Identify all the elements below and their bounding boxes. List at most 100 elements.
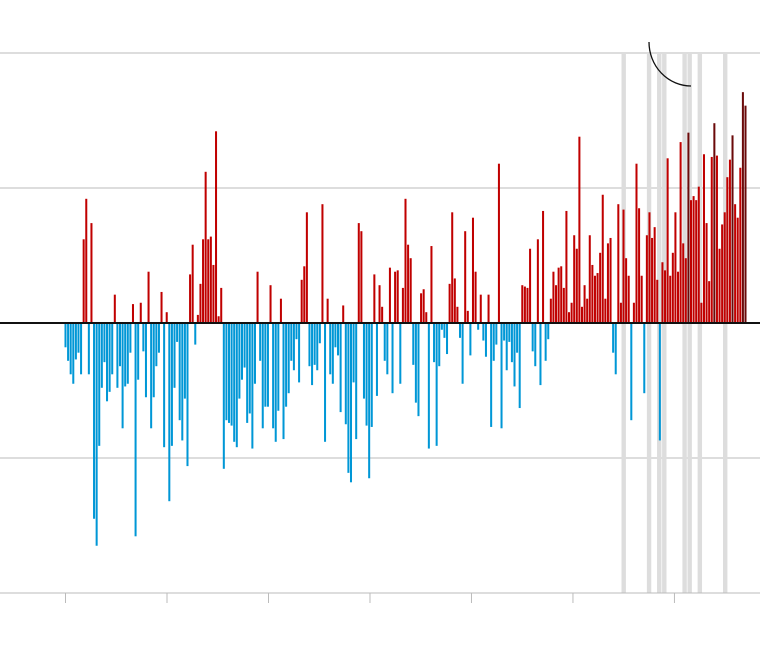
anomaly-bar [274,323,277,442]
anomaly-bar [505,323,508,371]
anomaly-bar [287,323,290,394]
anomaly-bar [131,304,134,323]
anomaly-bar [144,323,147,398]
anomaly-bar [347,323,350,473]
anomaly-bar [671,252,674,323]
anomaly-bar [342,305,345,323]
anomaly-bar [368,323,371,479]
anomaly-bar [118,323,122,367]
anomaly-bar [220,287,223,323]
anomaly-bar [285,323,288,407]
anomaly-bar [664,270,667,323]
anomaly-bar [697,186,700,323]
anomaly-bar [381,306,384,323]
anomaly-bar [126,323,129,384]
anomaly-bar [570,302,573,323]
anomaly-bar [279,298,282,323]
anomaly-bar [357,223,360,323]
anomaly-bar [549,298,552,323]
anomaly-bar [580,306,584,323]
anomaly-bar [378,285,381,323]
anomaly-bar [430,246,433,323]
anomaly-bar [456,306,459,323]
anomaly-bar [264,323,267,407]
anomaly-bar [212,264,215,323]
anomaly-bar [420,293,423,323]
anomaly-bar [134,323,137,537]
anomaly-bar [453,278,456,323]
anomaly-bar [186,323,189,467]
anomaly-bar [173,323,176,388]
anomaly-bar [552,271,555,323]
anomaly-bar [604,298,607,323]
anomaly-bar [147,271,150,323]
anomaly-bar [240,323,244,380]
anomaly-bar [191,244,194,323]
anomaly-bar [500,323,503,429]
anomaly-bar [539,323,542,386]
anomaly-bar [233,323,236,442]
anomaly-bar [591,264,594,323]
anomaly-bar [399,323,402,384]
anomaly-bar [464,231,467,323]
anomaly-bar [578,136,581,323]
anomaly-bar [625,258,628,323]
anomaly-bar [98,323,101,446]
anomaly-bar [710,156,713,323]
anomaly-bar [562,287,565,323]
anomaly-bar [422,289,425,323]
anomaly-bar [215,131,218,323]
anomaly-bar [736,217,739,323]
anomaly-bar [744,105,747,324]
anomaly-bar [521,285,524,323]
anomaly-bar [617,204,620,323]
anomaly-bar [695,200,698,323]
anomaly-bar [139,302,142,323]
anomaly-bar [523,286,526,323]
anomaly-bar [116,323,119,388]
anomaly-bar [588,235,591,323]
anomaly-bar [318,323,321,344]
anomaly-bar [129,323,132,353]
anomaly-bar [373,274,376,323]
anomaly-bar [612,323,615,353]
anomaly-bar [72,323,75,384]
anomaly-bar [256,271,259,323]
anomaly-bar [396,270,399,323]
anomaly-bar [87,323,90,375]
anomaly-bar [526,287,529,323]
anomaly-bar [433,323,436,363]
anomaly-bar [619,302,622,323]
anomaly-bar [74,323,77,360]
anomaly-bar [469,323,472,356]
anomaly-bar [388,267,391,323]
anomaly-bar [100,323,103,388]
anomaly-bar [344,323,347,425]
anomaly-bar [542,210,545,323]
anomaly-bar [196,314,199,323]
anomaly-bar [217,316,220,323]
anomaly-bar [303,266,306,323]
anomaly-bar [484,323,487,357]
anomaly-bar [490,323,493,427]
anomaly-bar [124,323,127,387]
anomaly-bar [362,323,365,399]
anomaly-bar [565,210,568,323]
anomaly-bar [329,323,332,375]
anomaly-bar [137,323,140,380]
anomaly-bar [251,323,254,449]
anomaly-bar [705,223,708,323]
anomaly-bar [575,248,578,323]
anomaly-bar [181,323,184,441]
anomaly-bar [497,163,500,323]
anomaly-bar [689,200,693,323]
anomaly-bar [606,243,609,323]
anomaly-bar [622,209,625,323]
anomaly-bar [560,266,563,323]
anomaly-bar [741,92,744,324]
anomaly-bar [313,323,316,365]
anomaly-bar [404,198,407,323]
anomaly-bar [113,294,116,323]
anomaly-bar [259,323,262,361]
anomaly-bar [409,258,412,323]
